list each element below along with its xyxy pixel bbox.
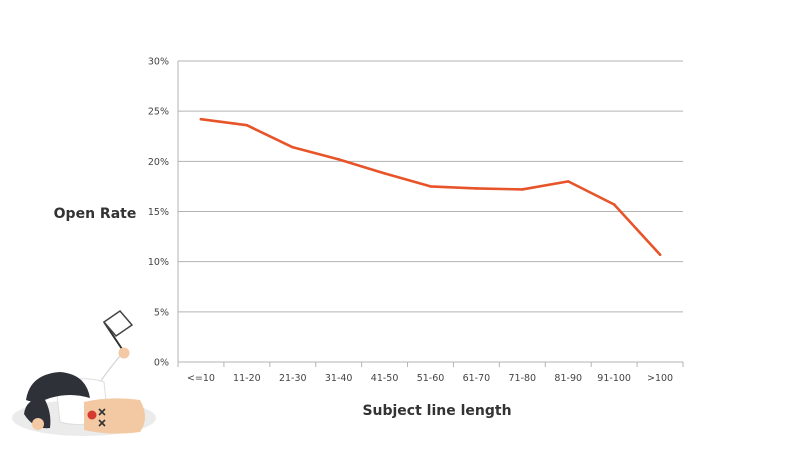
data-point <box>383 172 386 175</box>
y-axis-label: Open Rate <box>54 206 137 222</box>
data-point <box>475 187 478 190</box>
series-layer <box>199 117 662 256</box>
knocked-out-person-icon <box>12 310 156 436</box>
data-point <box>291 145 295 149</box>
x-tick-label: 91-100 <box>597 373 631 384</box>
y-axis-ticks: 0% 5% 10% 15% 20% 25% 30% <box>148 57 169 369</box>
x-tick-label: 51-60 <box>417 373 445 384</box>
data-point <box>245 123 249 127</box>
data-point <box>612 203 616 206</box>
y-tick-label: 5% <box>154 307 169 318</box>
data-point <box>658 253 662 256</box>
y-tick-label: 10% <box>148 257 169 268</box>
x-tick-label: >100 <box>647 373 673 384</box>
x-tick-label: 31-40 <box>325 373 353 384</box>
data-point <box>521 188 524 191</box>
y-tick-label: 15% <box>148 207 169 218</box>
x-tick-label: 41-50 <box>371 373 399 384</box>
data-point <box>337 158 340 161</box>
data-point <box>429 185 432 188</box>
x-tick-label: 21-30 <box>279 373 307 384</box>
x-axis-label: Subject line length <box>362 403 511 419</box>
x-tick-label: 61-70 <box>463 373 491 384</box>
y-tick-label: 20% <box>148 157 169 168</box>
data-point <box>199 117 203 121</box>
x-tick-label: 81-90 <box>554 373 582 384</box>
y-tick-label: 0% <box>154 358 169 369</box>
x-axis-ticks: <=10 11-20 21-30 31-40 41-50 51-60 61-70 71-80 8… <box>177 362 684 384</box>
x-tick-label: 71-80 <box>509 373 537 384</box>
data-point <box>566 180 570 183</box>
x-tick-label: <=10 <box>187 373 215 384</box>
y-tick-label: 25% <box>148 107 169 118</box>
y-tick-label: 30% <box>148 57 169 68</box>
x-tick-label: 11-20 <box>233 373 261 384</box>
gridlines <box>177 60 683 363</box>
